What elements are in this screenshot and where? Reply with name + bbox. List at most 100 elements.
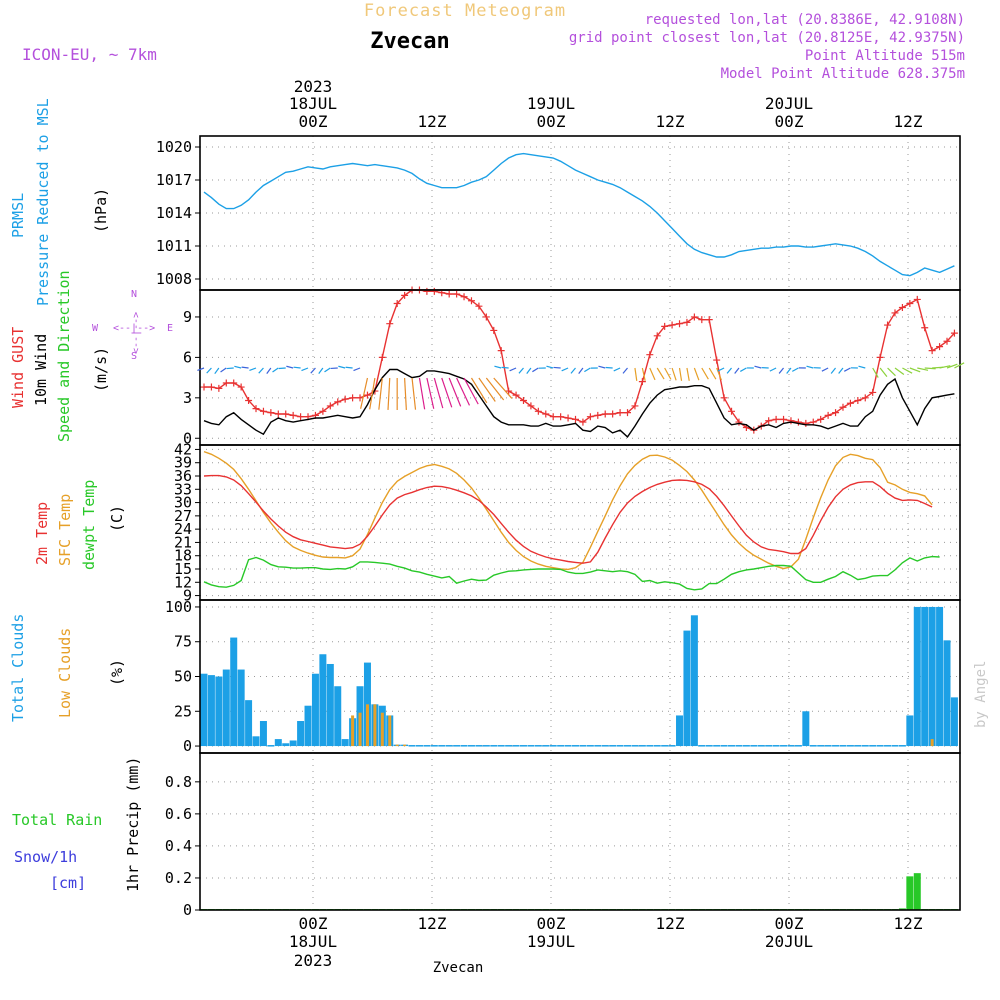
ytick-label-2-2: 15 xyxy=(174,560,192,578)
ytick-label-3-2: 50 xyxy=(174,668,192,686)
wind-arrow-77 xyxy=(769,367,777,372)
ytick-label-4-3: 0.6 xyxy=(165,805,192,823)
bar-clouds-83 xyxy=(817,745,825,747)
low-clouds-label: Low Clouds xyxy=(56,628,74,718)
wind-direction-arrows xyxy=(197,362,965,410)
wind-unit: (m/s) xyxy=(92,347,110,392)
ytick-label-2-4: 21 xyxy=(174,533,192,551)
gust-marker xyxy=(713,356,721,364)
gust-marker xyxy=(341,395,349,403)
wind-arrow-56 xyxy=(613,367,621,372)
gust-marker xyxy=(780,415,788,423)
bar-clouds-96 xyxy=(913,606,921,747)
bar-clouds-66 xyxy=(690,615,698,747)
wind-arrow-33 xyxy=(448,377,462,407)
bar-clouds-44 xyxy=(527,745,535,747)
bar-clouds-71 xyxy=(728,745,736,747)
precip-unit: 1hr Precip (mm) xyxy=(124,757,142,892)
chart-title: Forecast Meteogram xyxy=(364,1,566,21)
gust-marker xyxy=(906,299,914,307)
wind-compass: W <--|--> E <--|--> N S xyxy=(92,289,173,362)
bar-clouds-54 xyxy=(601,745,609,747)
snow-label: Snow/1h xyxy=(14,848,77,866)
ytick-label-1-0: 0 xyxy=(183,429,192,447)
bar-clouds-81 xyxy=(802,711,810,747)
gust-marker xyxy=(601,410,609,418)
gust-marker xyxy=(720,394,728,402)
wind-arrow-61 xyxy=(656,367,665,380)
bar-clouds-64 xyxy=(676,715,684,747)
bar-clouds-85 xyxy=(832,745,840,747)
bar-clouds-2 xyxy=(215,676,223,747)
bar-clouds-68 xyxy=(705,745,713,747)
bar-clouds-80 xyxy=(794,745,802,747)
wind-arrow-37 xyxy=(478,377,496,402)
gust-marker xyxy=(349,394,357,402)
bar-clouds-46 xyxy=(542,745,550,747)
top-tick-label-5: 12Z xyxy=(894,112,923,131)
top-tick-label-4: 00Z xyxy=(775,112,804,131)
wind-arrow-85 xyxy=(830,367,837,374)
top-tick-label-2: 00Z xyxy=(537,112,566,131)
series-sfc-temp xyxy=(203,450,933,571)
compass-east: E xyxy=(167,323,173,334)
gust-marker xyxy=(215,384,223,392)
bottom-date-2: 19JUL xyxy=(527,932,575,951)
bar-clouds-88 xyxy=(854,745,862,747)
wind-arrow-17 xyxy=(324,367,331,373)
pressure-labels: PRMSL Pressure Reduced to MSL (hPa) xyxy=(9,98,110,306)
watermark: by Angel xyxy=(973,661,989,728)
wind-arrow-25 xyxy=(387,377,391,410)
series-10m-wind xyxy=(203,368,955,438)
wind-arrow-35 xyxy=(463,377,479,405)
wind-arrow-4 xyxy=(226,367,234,370)
ytick-label-3-4: 100 xyxy=(165,598,192,616)
bar-clouds-75 xyxy=(757,745,765,747)
wind-speed-dir-label: Speed and Direction xyxy=(55,270,73,442)
wind-arrow-96 xyxy=(917,367,929,371)
panel-frame-2 xyxy=(199,444,961,601)
series-prmsl xyxy=(203,152,955,277)
wind-arrow-86 xyxy=(838,367,844,374)
bottom-tick-label-0: 00Z xyxy=(299,914,328,933)
wind-arrow-0 xyxy=(197,367,205,371)
wind-arrow-10 xyxy=(272,367,279,373)
gust-marker xyxy=(638,378,646,386)
gust-marker xyxy=(787,417,795,425)
gust-marker xyxy=(549,413,557,421)
wind-arrow-100 xyxy=(946,363,958,369)
bar-low-clouds-22 xyxy=(365,704,369,747)
wind-arrow-99 xyxy=(939,365,951,369)
gust-marker xyxy=(519,397,527,405)
bar-clouds-95 xyxy=(906,715,914,747)
gridpoint-coords: grid point closest lon,lat (20.8125E, 42… xyxy=(569,30,965,46)
wind-arrow-64 xyxy=(678,367,683,381)
bar-clouds-60 xyxy=(646,745,654,747)
bar-clouds-12 xyxy=(289,740,297,747)
bar-clouds-0 xyxy=(200,673,208,747)
bar-clouds-14 xyxy=(304,705,312,747)
bottom-date-3: 20JUL xyxy=(765,932,813,951)
ytick-label-0-4: 1020 xyxy=(156,138,192,156)
bar-low-clouds-21 xyxy=(358,712,362,747)
wind-arrow-68 xyxy=(708,367,717,380)
bar-clouds-55 xyxy=(609,745,617,747)
bar-clouds-4 xyxy=(230,637,238,747)
gust-marker xyxy=(297,413,305,421)
bar-clouds-10 xyxy=(274,739,282,747)
gust-marker xyxy=(527,402,535,410)
bar-clouds-73 xyxy=(742,745,750,747)
gust-marker xyxy=(624,409,632,417)
ytick-label-4-1: 0.2 xyxy=(165,869,192,887)
bar-clouds-89 xyxy=(861,745,869,747)
gust-marker xyxy=(846,399,854,407)
bar-low-clouds-98 xyxy=(930,739,934,747)
bar-clouds-56 xyxy=(616,745,624,747)
wind-arrow-52 xyxy=(584,367,591,373)
gust-marker xyxy=(490,326,498,334)
bar-precipitation-94 xyxy=(898,908,906,910)
wind-arrow-7 xyxy=(249,367,257,372)
bar-clouds-52 xyxy=(586,745,594,747)
wind-arrow-5 xyxy=(234,365,242,369)
wind-arrow-16 xyxy=(318,367,324,375)
